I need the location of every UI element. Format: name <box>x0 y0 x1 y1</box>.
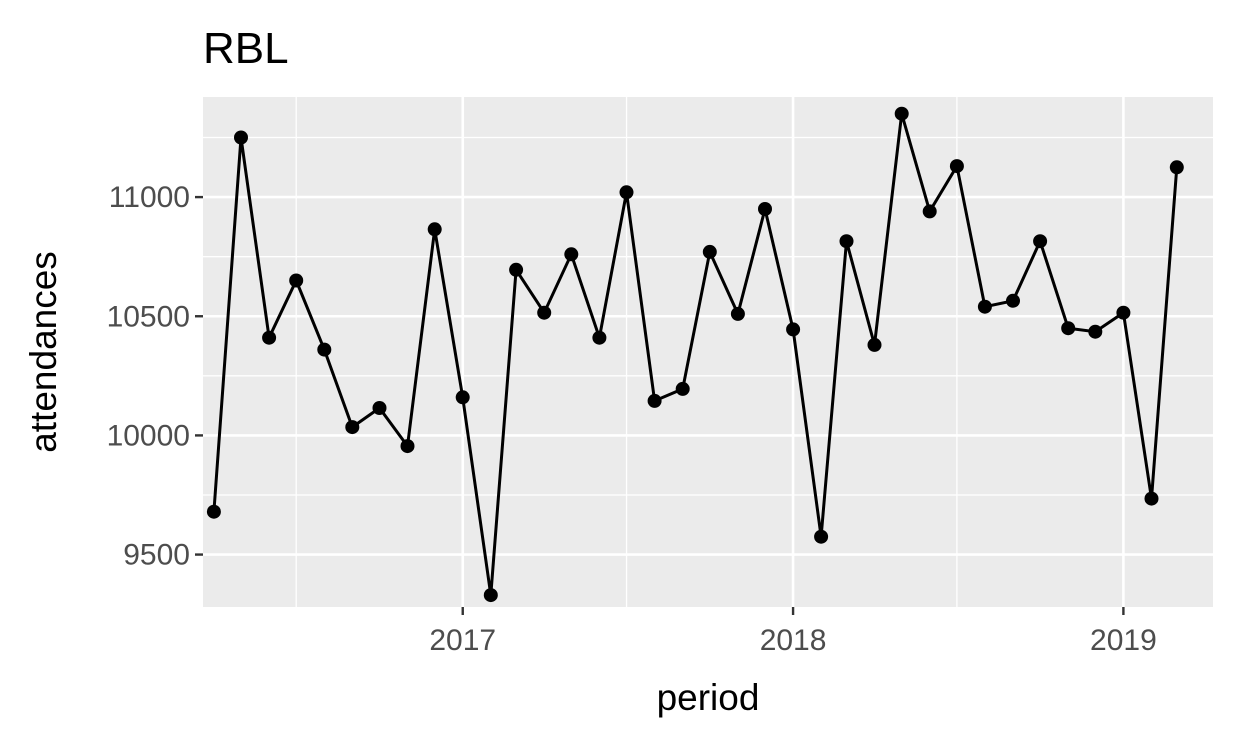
data-point <box>977 299 992 314</box>
data-point <box>262 330 277 345</box>
data-point <box>289 273 304 288</box>
data-point <box>814 529 829 544</box>
data-points <box>206 106 1184 603</box>
data-point <box>867 337 882 352</box>
data-point <box>619 185 634 200</box>
y-tick-label: 10500 <box>107 300 190 333</box>
y-tick-label: 10000 <box>107 419 190 452</box>
plot-panel <box>203 97 1213 607</box>
data-point <box>839 234 854 249</box>
data-point <box>537 305 552 320</box>
data-point <box>592 330 607 345</box>
data-point <box>1144 491 1159 506</box>
x-axis-title: period <box>657 677 760 718</box>
data-point <box>647 393 662 408</box>
y-axis-title: attendances <box>23 251 64 453</box>
data-point <box>455 390 470 405</box>
data-point <box>400 439 415 454</box>
data-point <box>509 262 524 277</box>
data-point <box>922 204 937 219</box>
x-axis-ticks: 2017 2018 2019 <box>429 607 1157 657</box>
chart-title: RBL <box>203 24 289 73</box>
data-point <box>564 247 579 262</box>
y-tick-label: 11000 <box>109 181 190 214</box>
x-tick-label: 2019 <box>1090 624 1157 657</box>
data-point <box>894 106 909 121</box>
data-point <box>317 342 332 357</box>
data-point <box>206 504 221 519</box>
data-point <box>483 588 498 603</box>
y-tick-label: 9500 <box>123 539 190 572</box>
data-point <box>730 306 745 321</box>
data-point <box>427 222 442 237</box>
y-axis-ticks: 9500 10000 10500 11000 <box>107 181 203 572</box>
data-point <box>1006 293 1020 308</box>
data-point <box>675 381 690 396</box>
x-tick-label: 2017 <box>429 624 496 657</box>
data-point <box>758 202 772 216</box>
data-point <box>1088 324 1103 339</box>
major-gridlines <box>203 97 1213 607</box>
data-point <box>345 420 360 435</box>
data-point <box>1116 305 1131 320</box>
data-point <box>1169 160 1184 175</box>
x-tick-label: 2018 <box>760 624 827 657</box>
data-point <box>702 244 717 259</box>
data-point <box>1061 321 1076 336</box>
data-point <box>1033 234 1048 249</box>
data-point <box>786 322 801 337</box>
data-point <box>372 401 387 415</box>
data-point <box>949 159 964 174</box>
data-point <box>234 130 248 145</box>
